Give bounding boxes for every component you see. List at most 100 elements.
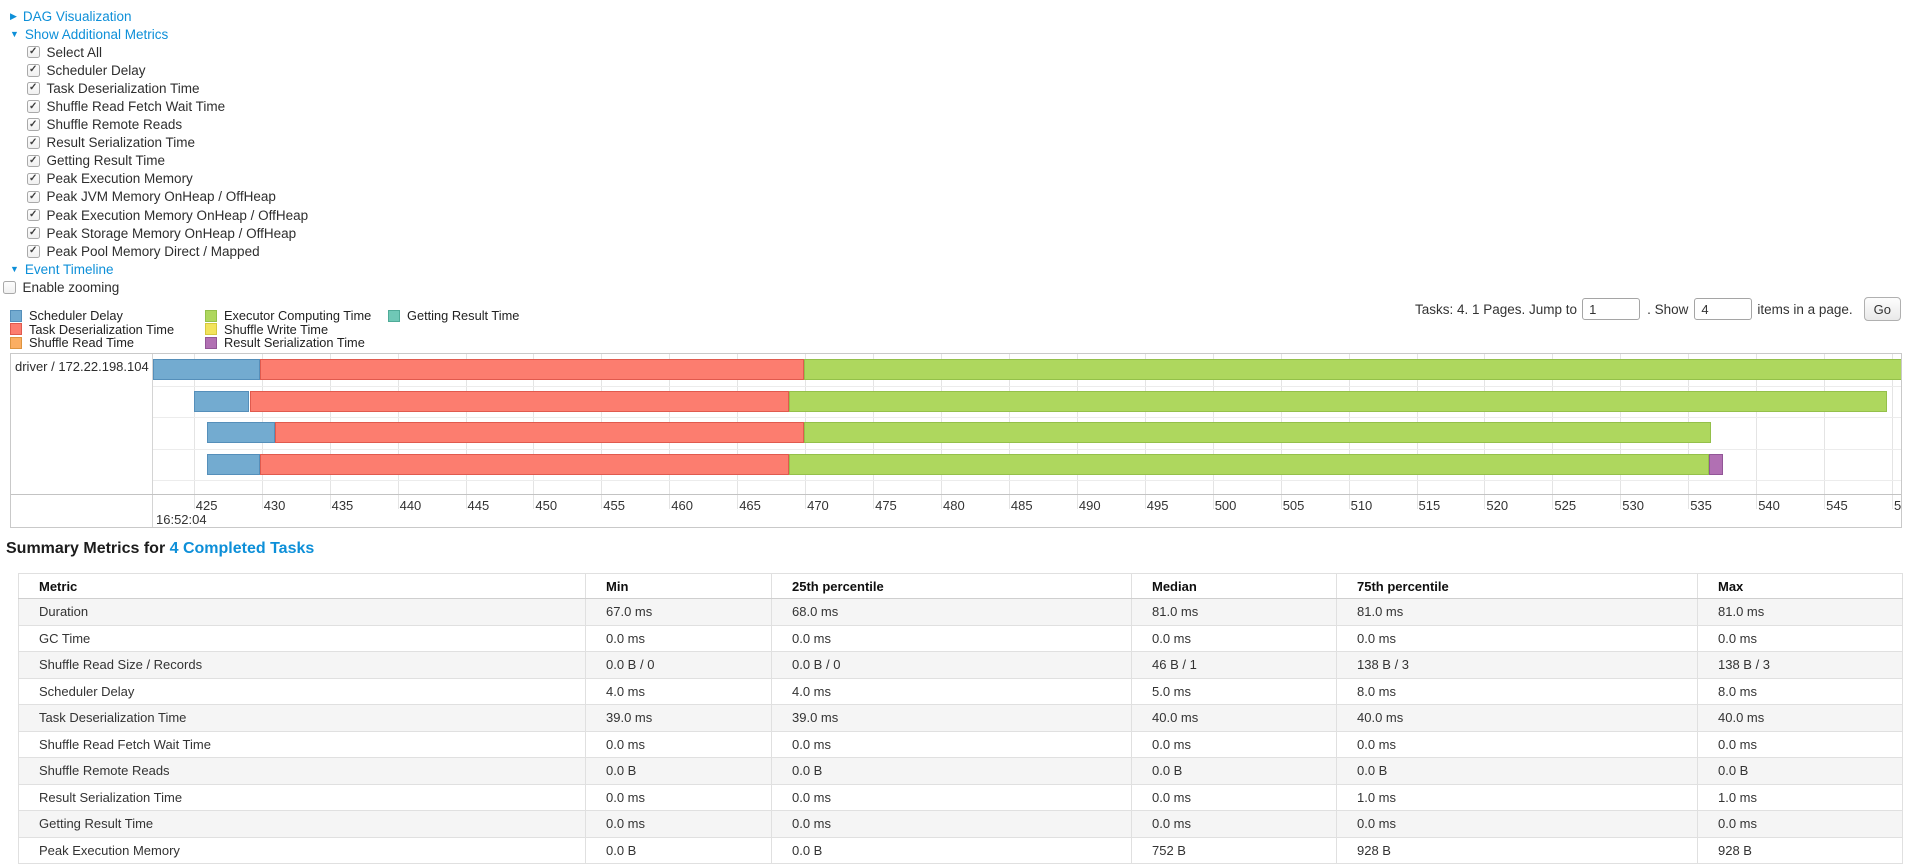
task-bar-scheduler-delay[interactable]: [193, 390, 250, 412]
metric-checkbox-row[interactable]: Peak Execution Memory: [0, 170, 640, 188]
column-header: Metric: [18, 573, 586, 599]
axis-tick-label: 490: [1078, 498, 1101, 513]
axis-tick-icon: [1416, 495, 1418, 509]
task-bar-executor-computing[interactable]: [803, 359, 1901, 380]
metric-name-cell: Duration: [18, 598, 586, 626]
checkbox-icon[interactable]: [27, 190, 40, 204]
axis-tick-label: 535: [1690, 498, 1712, 513]
column-header: 25th percentile: [771, 573, 1132, 599]
checkbox-icon[interactable]: [27, 226, 40, 240]
task-bar-result-serialization[interactable]: [1708, 453, 1724, 475]
table-row: Duration 67.0 ms 68.0 ms 81.0 ms 81.0 ms 81.0…: [18, 598, 1903, 626]
metric-checkbox-label: Shuffle Read Fetch Wait Time: [46, 99, 226, 115]
axis-tick-icon: [601, 495, 603, 509]
summary-metrics-table: Metric Min 25th percentile Median 75th perce…: [18, 573, 1903, 864]
event-timeline-label: Event Timeline: [24, 261, 114, 277]
task-bar-task-deserialization[interactable]: [249, 390, 789, 412]
axis-tick-label: 520: [1486, 498, 1509, 513]
axis-tick-icon: [1756, 495, 1758, 509]
event-timeline-toggle[interactable]: ▼ Event Timeline: [10, 262, 113, 277]
metric-value-cell: 1.0 ms: [1697, 783, 1903, 811]
axis-tick-label: 435: [331, 498, 354, 513]
summary-table-header-row: Metric Min 25th percentile Median 75th perce…: [18, 573, 1903, 599]
checkbox-icon[interactable]: [27, 208, 40, 222]
jump-to-page-input[interactable]: [1582, 298, 1641, 320]
axis-tick-label: 470: [807, 498, 829, 513]
task-bar-executor-computing[interactable]: [788, 390, 1887, 412]
enable-zooming-checkbox[interactable]: [3, 281, 16, 294]
metric-checkbox-label: Getting Result Time: [46, 153, 166, 169]
table-row: Shuffle Read Size / Records 0.0 B / 0 0.0 …: [18, 651, 1903, 679]
metric-checkbox-row[interactable]: Result Serialization Time: [0, 134, 640, 152]
go-button[interactable]: Go: [1863, 297, 1901, 321]
completed-tasks-link[interactable]: 4 Completed Tasks: [169, 540, 315, 557]
legend-item: Task Deserialization Time: [10, 322, 205, 337]
task-bar-task-deserialization[interactable]: [275, 422, 804, 443]
checkbox-icon[interactable]: [27, 172, 40, 186]
task-pagination: Tasks: 4. 1 Pages. Jump to . Show items …: [1415, 296, 1901, 322]
metric-value-cell: 0.0 ms: [771, 783, 1132, 811]
axis-tick-icon: [329, 495, 331, 509]
metric-value-cell: 0.0 ms: [1336, 624, 1698, 652]
legend-item: Scheduler Delay: [10, 308, 205, 323]
metric-value-cell: 138 B / 3: [1336, 651, 1698, 679]
axis-tick-label: 530: [1622, 498, 1644, 513]
metric-checkbox-row[interactable]: Peak Storage Memory OnHeap / OffHeap: [0, 224, 640, 242]
metric-checkbox-row[interactable]: Shuffle Remote Reads: [0, 116, 640, 134]
column-header: 75th percentile: [1336, 573, 1698, 599]
axis-tick-label: 460: [671, 498, 693, 513]
axis-tick-icon: [465, 495, 467, 509]
checkbox-icon[interactable]: [27, 45, 40, 59]
task-bar-executor-computing[interactable]: [788, 453, 1709, 475]
axis-tick-icon: [1076, 495, 1078, 509]
row-separator: [153, 448, 1901, 450]
metric-name-cell: GC Time: [18, 624, 586, 652]
metric-value-cell: 1.0 ms: [1336, 783, 1698, 811]
task-bar-task-deserialization[interactable]: [260, 453, 789, 475]
axis-gridline: [1756, 354, 1758, 494]
checkbox-icon[interactable]: [27, 64, 40, 77]
task-bar-scheduler-delay[interactable]: [207, 453, 261, 475]
dag-visualization-toggle[interactable]: ▶ DAG Visualization: [10, 9, 131, 24]
tasks-count-label: Tasks: 4. 1 Pages. Jump to: [1414, 301, 1578, 317]
metric-checkbox-row[interactable]: Shuffle Read Fetch Wait Time: [0, 97, 640, 115]
metric-name-cell: Shuffle Read Fetch Wait Time: [18, 730, 586, 758]
show-additional-metrics-toggle[interactable]: ▼ Show Additional Metrics: [10, 27, 168, 42]
chevron-right-icon: ▶: [10, 10, 17, 21]
result-serialization-swatch-icon: [205, 336, 217, 349]
metric-checkbox-row[interactable]: Select All: [0, 43, 640, 61]
checkbox-icon[interactable]: [27, 136, 40, 149]
metric-checkbox-label: Task Deserialization Time: [46, 80, 200, 96]
axis-tick-label: 430: [263, 498, 286, 513]
legend-column: Scheduler Delay Task Deserialization Time…: [10, 308, 205, 350]
chevron-down-icon: ▼: [10, 264, 19, 275]
task-bar-task-deserialization[interactable]: [260, 359, 804, 380]
checkbox-icon[interactable]: [27, 154, 40, 168]
task-bar-executor-computing[interactable]: [803, 422, 1712, 443]
axis-tick-icon: [1008, 495, 1010, 509]
checkbox-icon[interactable]: [27, 82, 40, 95]
axis-tick-label: 425: [195, 498, 218, 513]
axis-tick-icon: [1620, 495, 1622, 509]
checkbox-icon[interactable]: [27, 245, 40, 258]
metric-checkbox-row[interactable]: Peak JVM Memory OnHeap / OffHeap: [0, 188, 640, 206]
axis-tick-label: 465: [739, 498, 761, 513]
metric-checkbox-row[interactable]: Getting Result Time: [0, 152, 640, 170]
metric-checkbox-row[interactable]: Peak Pool Memory Direct / Mapped: [0, 242, 640, 260]
axis-tick-icon: [1280, 495, 1282, 509]
metric-checkbox-row[interactable]: Task Deserialization Time: [0, 79, 640, 97]
metric-name-cell: Getting Result Time: [18, 810, 586, 838]
metric-checkbox-row[interactable]: Scheduler Delay: [0, 61, 640, 79]
task-bar-scheduler-delay[interactable]: [153, 359, 261, 380]
checkbox-icon[interactable]: [27, 118, 40, 131]
column-header: Min: [585, 573, 772, 599]
task-bar-scheduler-delay[interactable]: [207, 422, 276, 443]
table-row: Shuffle Read Fetch Wait Time 0.0 ms 0.0 ms…: [18, 730, 1903, 758]
axis-tick-icon: [941, 495, 942, 509]
metric-checkbox-row[interactable]: Peak Execution Memory OnHeap / OffHeap: [0, 206, 640, 224]
legend-item: Getting Result Time: [388, 308, 519, 323]
items-per-page-input[interactable]: [1694, 298, 1753, 320]
checkbox-icon[interactable]: [27, 100, 40, 113]
metric-value-cell: 67.0 ms: [585, 598, 772, 626]
metric-value-cell: 752 B: [1131, 836, 1337, 864]
